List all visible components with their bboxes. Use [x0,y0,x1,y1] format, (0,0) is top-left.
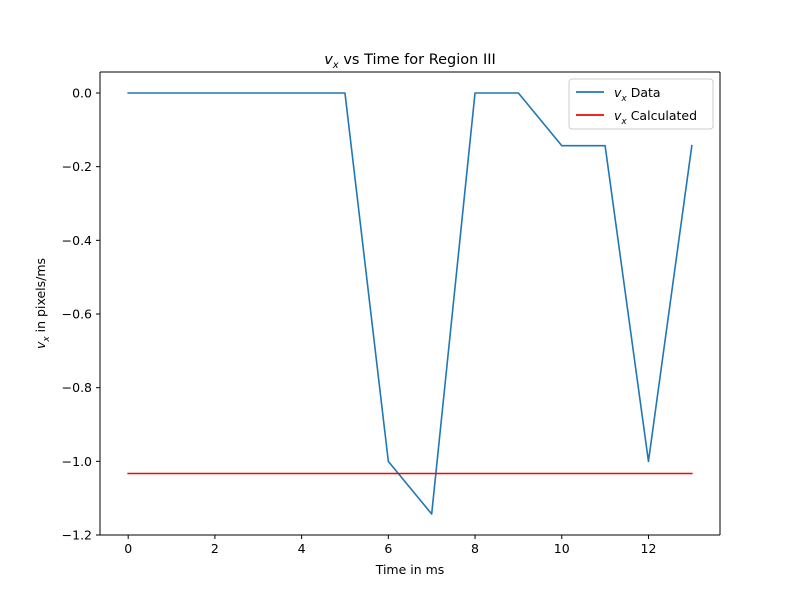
ylabel-sub: x [42,336,52,343]
title-rest: vs Time for Region III [339,52,496,68]
x-tick-label: 6 [384,541,392,556]
y-tick-label: −0.6 [62,306,92,321]
plot-area [100,72,720,535]
x-tick-label: 10 [554,541,570,556]
y-axis-label: vx in pixels/ms [33,258,52,349]
x-tick-label: 2 [211,541,219,556]
y-tick-label: −0.4 [62,233,92,248]
legend-frame [568,78,714,130]
chart-title: vx vs Time for Region III [324,52,496,71]
x-ticks: 0 2 4 6 8 10 12 [124,535,656,556]
y-tick-label: 0.0 [72,85,92,100]
y-tick-label: −0.2 [62,159,92,174]
x-axis-label: Time in ms [375,562,445,577]
series-line-data [127,92,693,515]
title-sub: x [332,60,339,71]
x-tick-label: 12 [641,541,657,556]
x-tick-label: 0 [124,541,132,556]
y-tick-label: −0.8 [62,380,92,395]
legend-label-data: vx Data [614,85,661,104]
ylabel-rest: in pixels/ms [33,258,48,336]
x-tick-label: 4 [298,541,306,556]
legend-label-calculated: vx Calculated [614,108,697,127]
series-layer [127,92,693,515]
title-var: v [324,52,333,68]
x-tick-label: 8 [471,541,479,556]
y-tick-label: −1.2 [62,528,92,543]
ylabel-var: v [33,341,48,349]
y-tick-label: −1.0 [62,454,92,469]
y-ticks: 0.0 −0.2 −0.4 −0.6 −0.8 −1.0 −1.2 [62,85,100,543]
axes-frame [99,71,721,536]
legend: vx Data vx Calculated [568,78,714,130]
